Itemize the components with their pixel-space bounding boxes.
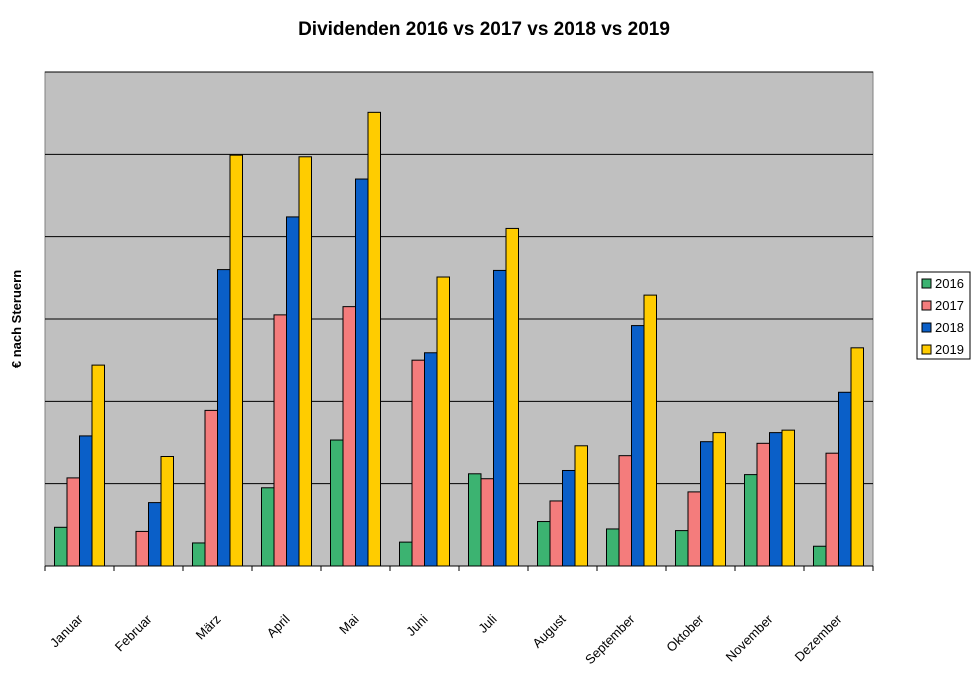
bar-2018-9 [700,441,714,567]
legend-label-2016: 2016 [935,276,964,291]
bar-2017-4 [342,306,356,567]
bar-2017-6 [480,478,494,567]
bars [54,111,864,567]
bar-2018-11 [838,391,852,567]
legend-label-2019: 2019 [935,342,964,357]
x-tick-label-3: April [264,611,293,640]
x-tick-label-4: Mai [336,611,361,636]
bar-2016-9 [675,530,689,567]
bar-2019-9 [712,432,726,567]
bar-2018-1 [148,502,162,567]
gridlines [45,71,873,485]
bar-2019-4 [367,111,381,567]
legend: 2016 2017 2018 2019 [916,271,971,360]
bar-2019-10 [781,429,795,567]
bar-2019-2 [229,154,243,567]
bar-2018-5 [424,352,438,567]
x-axis: Januar Februar März April Mai Juni Juli August S… [44,565,874,667]
bar-2019-7 [574,445,588,567]
bar-2018-4 [355,178,369,567]
bar-2019-8 [643,294,657,567]
y-axis-label: € nach Steruern [9,270,24,368]
x-tick-label-1: Februar [112,611,155,654]
x-tick-label-0: Januar [47,611,86,650]
legend-label-2018: 2018 [935,320,964,335]
bar-2019-6 [505,227,519,567]
x-tick-label-8: September [582,611,638,667]
bar-2016-11 [813,545,827,567]
bar-2018-2 [217,269,231,567]
bar-2016-2 [192,542,206,567]
bar-2017-5 [411,359,425,567]
bar-2019-0 [91,364,105,567]
x-tick-label-7: August [529,611,568,650]
bar-2018-6 [493,269,507,567]
bar-2017-8 [618,455,632,567]
bar-2016-8 [606,528,620,567]
bar-2016-6 [468,473,482,567]
bar-2016-7 [537,521,551,567]
x-tick-label-10: November [723,611,776,664]
bar-2018-10 [769,432,783,567]
bar-2017-11 [825,452,839,567]
bar-2019-1 [160,456,174,567]
bar-2016-3 [261,487,275,567]
bar-2019-5 [436,276,450,567]
legend-swatch-2018 [921,322,932,333]
bar-2017-0 [66,477,80,567]
x-tick-label-9: Oktober [663,611,707,655]
bar-2019-3 [298,156,312,567]
bar-2017-1 [135,530,149,567]
bar-2017-2 [204,409,218,567]
legend-swatch-2016 [921,278,932,289]
bar-2018-3 [286,216,300,567]
bar-2018-7 [562,469,576,567]
x-tick-label-6: Juli [475,611,499,635]
legend-swatch-2019 [921,344,932,355]
x-tick-label-11: Dezember [792,611,845,664]
bar-2018-8 [631,325,645,567]
x-tick-label-5: Juni [403,611,431,639]
chart-title: Dividenden 2016 vs 2017 vs 2018 vs 2019 [298,19,670,40]
bar-2017-10 [756,442,770,567]
x-tick-label-2: März [193,612,224,643]
bar-2016-4 [330,439,344,567]
bar-2017-9 [687,491,701,567]
bar-2016-5 [399,541,413,567]
bar-2017-7 [549,500,563,567]
legend-label-2017: 2017 [935,298,964,313]
bar-2018-0 [79,435,93,567]
bar-2016-10 [744,474,758,567]
bar-2017-3 [273,314,287,567]
legend-swatch-2017 [921,300,932,311]
bar-2016-0 [54,526,68,567]
bar-2019-11 [850,347,864,567]
